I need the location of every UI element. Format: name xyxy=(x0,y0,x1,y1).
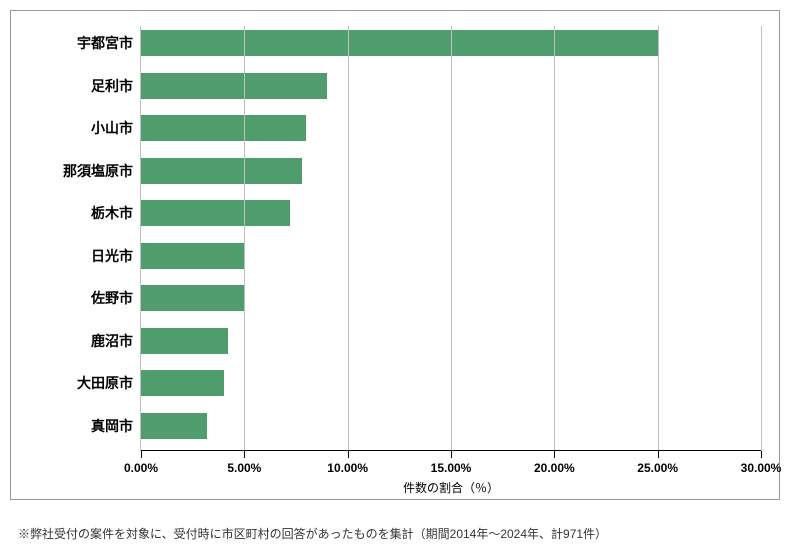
plot-area: 宇都宮市足利市小山市那須塩原市栃木市日光市佐野市鹿沼市大田原市真岡市 0.00%… xyxy=(141,26,761,451)
x-tick-label: 30.00% xyxy=(741,461,782,475)
bar-label: 真岡市 xyxy=(91,416,133,436)
footnote: ※弊社受付の案件を対象に、受付時に市区町村の回答があったものを集計（期間2014… xyxy=(18,525,607,542)
x-tick-label: 10.00% xyxy=(327,461,368,475)
gridline xyxy=(244,26,245,451)
x-tickmark xyxy=(554,451,555,458)
bar-label: 日光市 xyxy=(91,246,133,266)
x-tickmark xyxy=(761,451,762,458)
x-tick-label: 5.00% xyxy=(227,461,261,475)
x-tick-label: 0.00% xyxy=(124,461,158,475)
bar xyxy=(141,370,224,396)
x-tick-label: 25.00% xyxy=(637,461,678,475)
x-tickmark xyxy=(141,451,142,458)
bar xyxy=(141,200,290,226)
x-tickmark xyxy=(451,451,452,458)
bar-label: 鹿沼市 xyxy=(91,331,133,351)
bar xyxy=(141,30,658,56)
bar xyxy=(141,413,207,439)
bar-label: 栃木市 xyxy=(91,203,133,223)
bar xyxy=(141,328,228,354)
bar-label: 大田原市 xyxy=(77,373,133,393)
gridline xyxy=(451,26,452,451)
x-axis-title: 件数の割合（％） xyxy=(403,479,499,496)
bar xyxy=(141,158,302,184)
bar-label: 佐野市 xyxy=(91,288,133,308)
bar xyxy=(141,73,327,99)
x-tickmark xyxy=(348,451,349,458)
bar xyxy=(141,115,306,141)
x-tick-label: 15.00% xyxy=(431,461,472,475)
bar-label: 宇都宮市 xyxy=(77,33,133,53)
x-axis-line xyxy=(141,450,761,451)
gridline xyxy=(554,26,555,451)
x-tick-label: 20.00% xyxy=(534,461,575,475)
gridline xyxy=(348,26,349,451)
bar-label: 小山市 xyxy=(91,118,133,138)
bar-label: 那須塩原市 xyxy=(63,161,133,181)
chart-frame: 宇都宮市足利市小山市那須塩原市栃木市日光市佐野市鹿沼市大田原市真岡市 0.00%… xyxy=(10,10,780,500)
bar xyxy=(141,243,244,269)
x-tickmark xyxy=(244,451,245,458)
gridline xyxy=(658,26,659,451)
bar-label: 足利市 xyxy=(91,76,133,96)
bar xyxy=(141,285,244,311)
gridline xyxy=(761,26,762,451)
x-tickmark xyxy=(658,451,659,458)
